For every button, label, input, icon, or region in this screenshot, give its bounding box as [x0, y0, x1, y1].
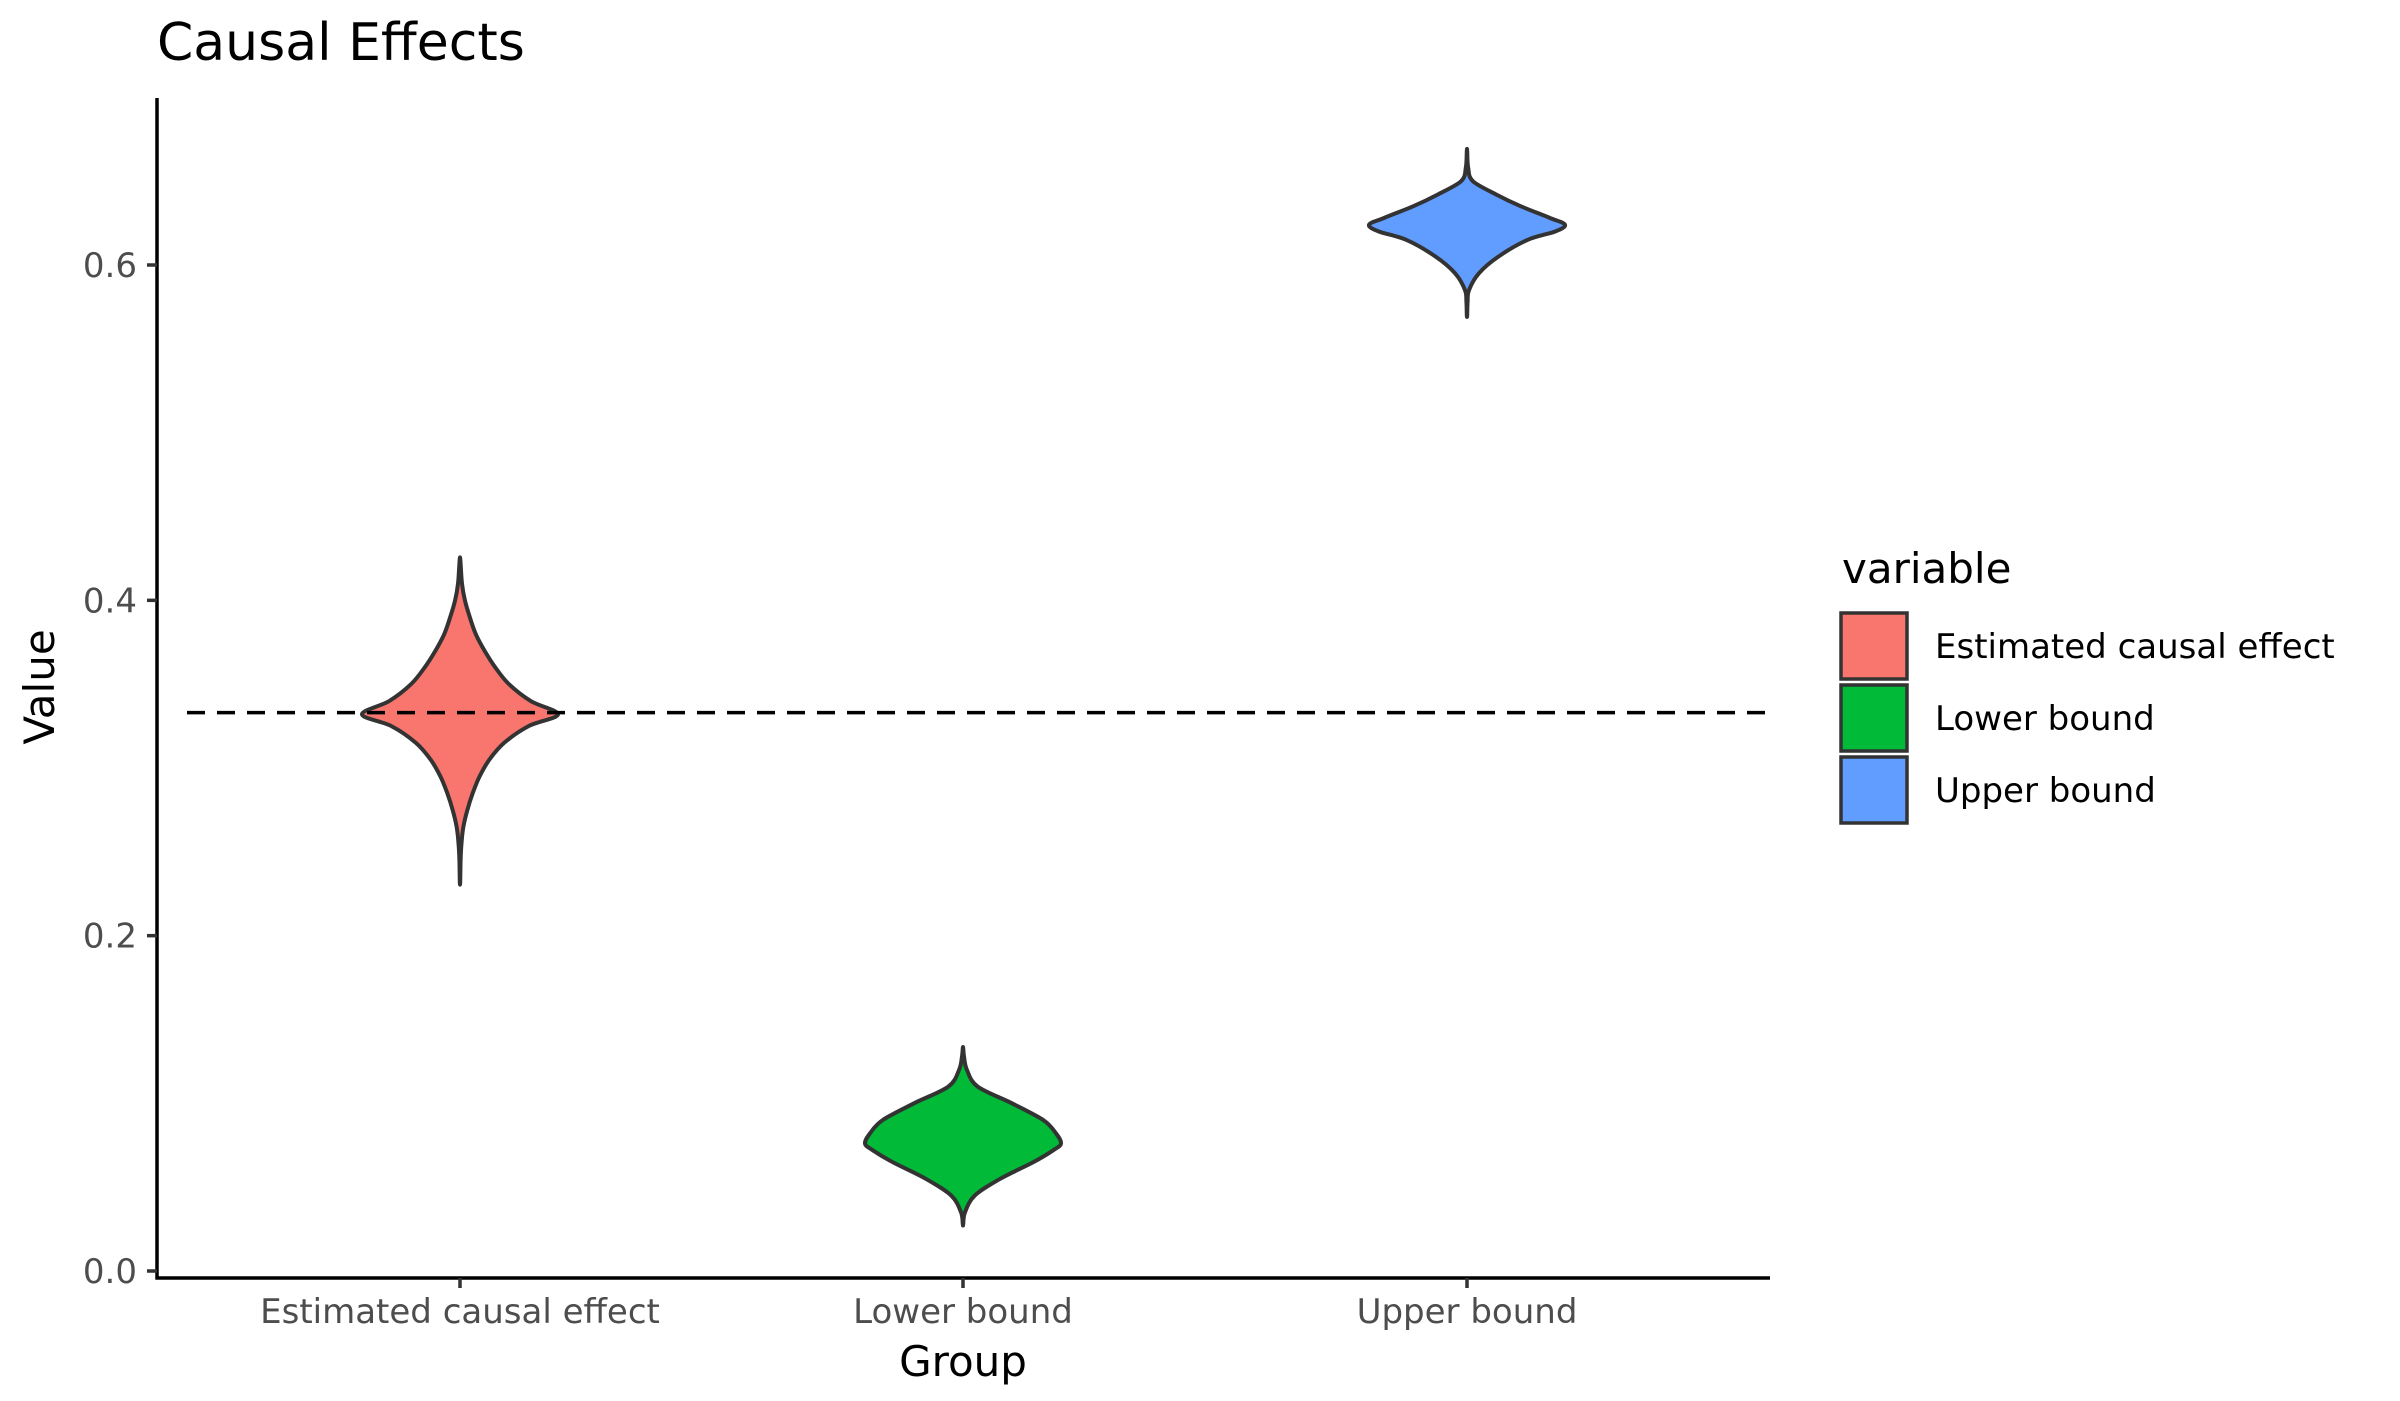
x-tick-label: Estimated causal effect	[260, 1292, 660, 1332]
y-ticks: 0.0 0.2 0.4 0.6	[83, 246, 157, 1292]
violin-lower-bound	[862, 1044, 1064, 1228]
y-axis-title: Value	[15, 629, 64, 744]
x-tick-label: Upper bound	[1357, 1292, 1578, 1332]
x-axis-title: Group	[899, 1337, 1027, 1386]
y-tick-label: 0.0	[83, 1252, 137, 1292]
legend-label: Upper bound	[1935, 771, 2156, 811]
y-tick-label: 0.2	[83, 917, 137, 957]
x-ticks: Estimated causal effect Lower bound Upper …	[260, 1278, 1577, 1332]
violin-upper-bound	[1366, 146, 1568, 319]
violin-estimated-causal-effect	[360, 555, 560, 887]
legend: variable Estimated causal effect Lower bo…	[1839, 544, 2335, 825]
violin-layer	[360, 146, 1568, 1228]
legend-items: Estimated causal effect Lower bound Upper …	[1839, 611, 2335, 825]
y-tick-label: 0.4	[83, 581, 137, 621]
legend-label: Estimated causal effect	[1935, 627, 2335, 667]
y-tick-label: 0.6	[83, 246, 137, 286]
x-tick-label: Lower bound	[853, 1292, 1073, 1332]
legend-key-upper-bound	[1839, 755, 1909, 825]
legend-key-estimated-causal-effect	[1839, 611, 1909, 681]
chart-title: Causal Effects	[157, 13, 525, 73]
legend-key-lower-bound	[1839, 683, 1909, 753]
legend-title: variable	[1842, 544, 2011, 593]
legend-label: Lower bound	[1935, 699, 2155, 739]
